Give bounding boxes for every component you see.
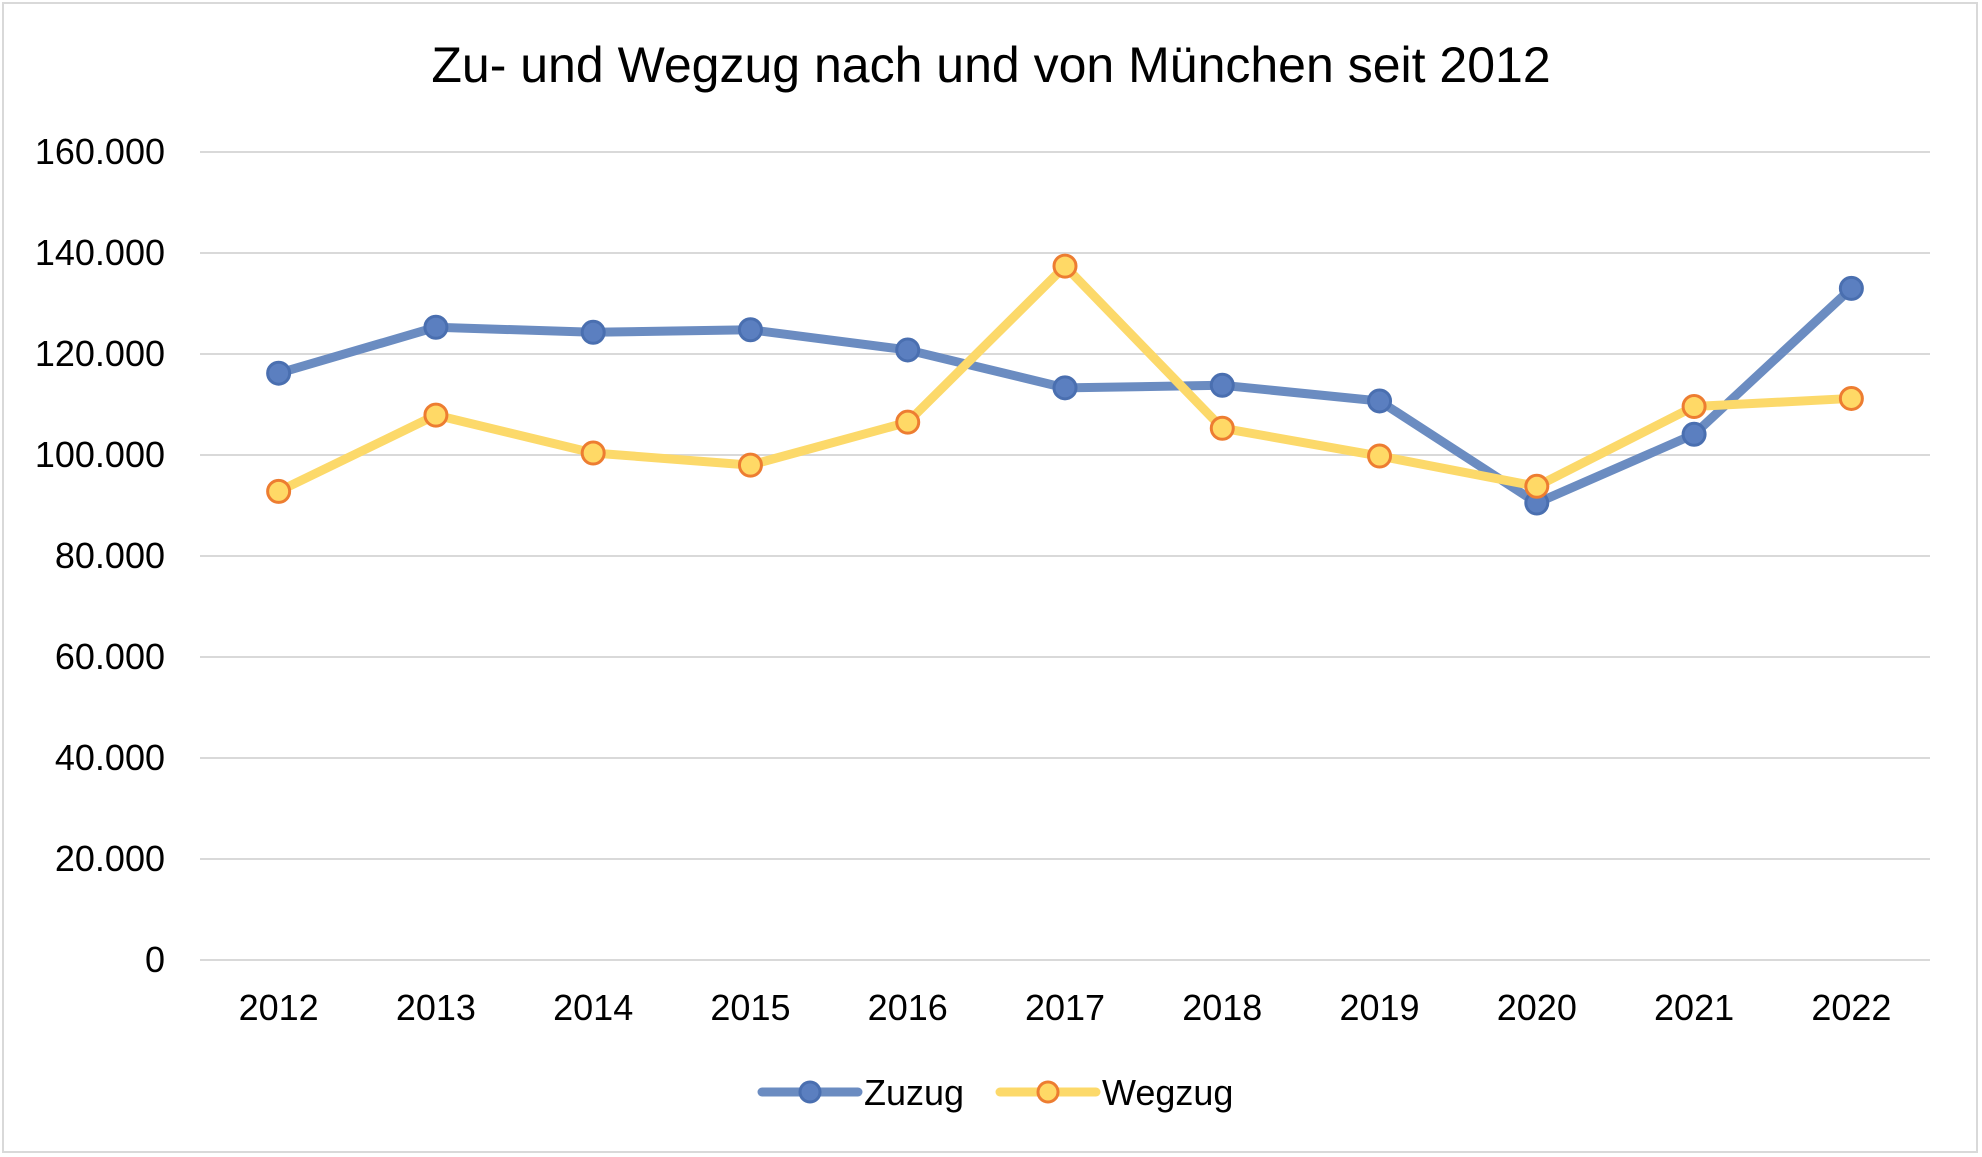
y-axis-tick-labels: 0 20.000 40.000 60.000 80.000 100.000 120.000 1… [35,131,165,980]
data-point [1681,394,1707,420]
y-tick-label: 80.000 [55,535,165,576]
x-tick-label: 2016 [868,987,948,1028]
data-point [1367,388,1393,414]
x-tick-label: 2021 [1654,987,1734,1028]
y-tick-label: 100.000 [35,434,165,475]
data-point [1838,275,1864,301]
y-tick-label: 0 [145,939,165,980]
y-tick-label: 40.000 [55,737,165,778]
data-point [895,337,921,363]
data-point [423,314,449,340]
data-point [1052,253,1078,279]
data-point [895,409,921,435]
legend-item-zuzug: Zuzug [757,1072,964,1113]
data-point [423,402,449,428]
x-tick-label: 2015 [710,987,790,1028]
data-point [1052,375,1078,401]
x-tick-label: 2018 [1182,987,1262,1028]
x-tick-label: 2013 [396,987,476,1028]
data-point [1681,421,1707,447]
legend-swatch-marker [1036,1080,1060,1104]
legend: Zuzug Wegzug [757,1072,1233,1113]
x-tick-label: 2022 [1811,987,1891,1028]
y-tick-label: 20.000 [55,838,165,879]
chart-title: Zu- und Wegzug nach und von München seit… [431,37,1550,93]
legend-label: Wegzug [1102,1072,1233,1113]
data-point [266,360,292,386]
legend-item-wegzug: Wegzug [995,1072,1233,1113]
data-point [1209,372,1235,398]
x-tick-label: 2017 [1025,987,1105,1028]
y-tick-label: 120.000 [35,333,165,374]
data-point [266,478,292,504]
x-axis-tick-labels: 2012 2013 2014 2015 2016 2017 2018 2019 2020 2021… [239,987,1892,1028]
data-point [1367,443,1393,469]
series-wegzug [266,253,1864,504]
data-point [737,317,763,343]
series-zuzug [266,275,1864,516]
data-point [1209,415,1235,441]
data-point [580,440,606,466]
y-tick-label: 140.000 [35,232,165,273]
x-tick-label: 2019 [1339,987,1419,1028]
legend-label: Zuzug [864,1072,964,1113]
data-point [580,319,606,345]
x-tick-label: 2020 [1497,987,1577,1028]
data-point [1524,473,1550,499]
legend-swatch-marker [798,1080,822,1104]
y-tick-label: 60.000 [55,636,165,677]
data-point [737,452,763,478]
x-tick-label: 2012 [239,987,319,1028]
data-point [1838,385,1864,411]
y-tick-label: 160.000 [35,131,165,172]
series-lines [266,253,1864,516]
x-tick-label: 2014 [553,987,633,1028]
